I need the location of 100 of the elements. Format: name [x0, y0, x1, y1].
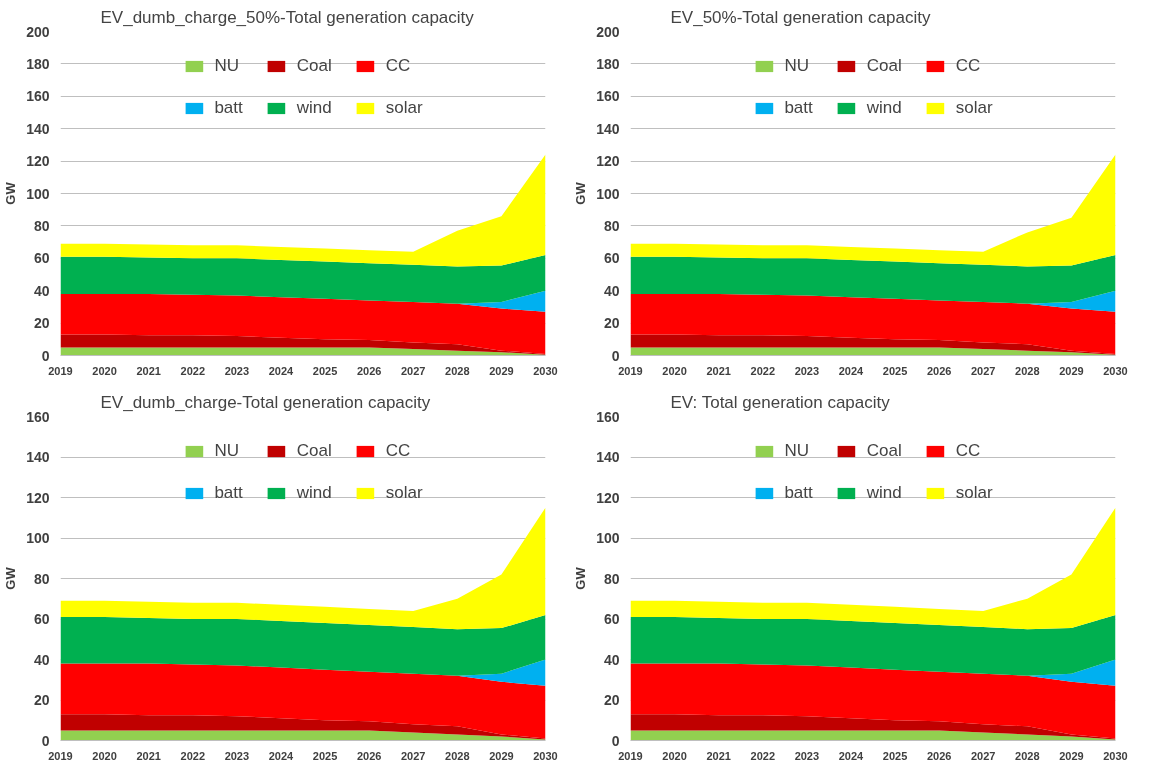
y-tick-label: 120: [26, 153, 50, 170]
x-tick-label: 2019: [48, 364, 73, 377]
y-tick-label: 60: [603, 250, 620, 267]
legend-label: batt: [784, 483, 813, 503]
y-tick-label: 40: [603, 651, 620, 668]
y-tick-label: 160: [26, 88, 50, 105]
y-tick-label: 60: [603, 611, 620, 627]
x-tick-label: 2021: [136, 364, 161, 377]
x-tick-label: 2029: [489, 364, 514, 377]
y-tick-label: 60: [33, 611, 50, 627]
x-tick-label: 2020: [662, 364, 687, 377]
x-tick-label: 2030: [533, 749, 558, 762]
x-tick-label: 2028: [445, 364, 470, 377]
legend-label: Coal: [866, 441, 902, 461]
y-tick-label: 140: [596, 120, 620, 137]
y-tick-label: 0: [611, 732, 620, 749]
y-tick-label: 160: [596, 408, 620, 425]
y-tick-label: 20: [603, 315, 620, 332]
x-tick-label: 2026: [356, 364, 382, 377]
x-tick-label: 2030: [533, 364, 558, 377]
x-tick-label: 2026: [356, 749, 382, 762]
x-tick-label: 2020: [92, 364, 117, 377]
legend-label: CC: [385, 441, 411, 461]
x-tick-label: 2022: [750, 364, 776, 377]
x-tick-label: 2020: [92, 749, 117, 762]
x-tick-label: 2019: [618, 364, 643, 377]
y-tick-label: 160: [596, 88, 620, 105]
chart-title: EV_dumb_charge_50%-Total generation capacity: [100, 7, 475, 27]
y-tick-label: 100: [596, 530, 620, 546]
x-tick-label: 2025: [312, 364, 338, 377]
legend-label: Coal: [296, 441, 332, 461]
x-tick-label: 2024: [268, 749, 295, 762]
legend-label: wind: [866, 483, 902, 503]
legend-label: NU: [784, 441, 809, 461]
x-tick-label: 2021: [706, 749, 731, 762]
x-tick-label: 2029: [1059, 749, 1084, 762]
x-tick-label: 2026: [926, 364, 952, 377]
legend-label: CC: [955, 441, 981, 461]
legend-label: batt: [214, 483, 243, 503]
x-tick-label: 2022: [180, 364, 206, 377]
x-tick-label: 2027: [400, 749, 426, 762]
x-tick-label: 2023: [224, 749, 250, 762]
x-tick-label: 2021: [136, 749, 161, 762]
y-axis-title: GW: [573, 566, 589, 590]
y-tick-label: 120: [596, 489, 620, 506]
y-tick-label: 180: [596, 55, 620, 72]
x-tick-label: 2021: [706, 364, 731, 377]
y-tick-label: 20: [603, 692, 620, 708]
x-tick-label: 2019: [48, 749, 73, 762]
x-tick-label: 2028: [445, 749, 470, 762]
x-tick-label: 2020: [662, 749, 687, 762]
legend-label: Coal: [296, 56, 332, 76]
x-tick-label: 2025: [882, 364, 908, 377]
legend-label: wind: [296, 483, 332, 503]
y-tick-label: 140: [596, 449, 620, 465]
x-tick-label: 2024: [838, 749, 865, 762]
legend-label: solar: [955, 98, 993, 118]
x-tick-label: 2027: [970, 749, 996, 762]
x-tick-label: 2027: [400, 364, 426, 377]
x-tick-label: 2027: [970, 364, 996, 377]
x-tick-label: 2029: [1059, 364, 1084, 377]
legend-label: wind: [296, 98, 332, 118]
x-tick-label: 2025: [312, 749, 338, 762]
y-tick-label: 0: [41, 732, 50, 749]
y-tick-label: 40: [33, 651, 50, 668]
y-tick-label: 80: [33, 570, 50, 587]
chart-title: EV: Total generation capacity: [670, 392, 891, 412]
legend-label: NU: [784, 56, 809, 76]
legend-label: wind: [866, 98, 902, 118]
legend-label: solar: [955, 483, 993, 503]
y-tick-label: 160: [26, 408, 50, 425]
x-tick-label: 2024: [268, 364, 295, 377]
y-tick-label: 180: [26, 55, 50, 72]
y-tick-label: 120: [26, 489, 50, 506]
y-tick-label: 100: [26, 185, 50, 202]
chart-title: EV_50%-Total generation capacity: [670, 7, 931, 27]
y-tick-label: 100: [26, 530, 50, 546]
chart-title: EV_dumb_charge-Total generation capacity: [100, 392, 431, 412]
y-tick-label: 100: [596, 185, 620, 202]
y-tick-label: 60: [33, 250, 50, 267]
x-tick-label: 2026: [926, 749, 952, 762]
y-axis-title: GW: [3, 566, 19, 590]
y-tick-label: 0: [611, 347, 620, 364]
y-tick-label: 20: [33, 692, 50, 708]
x-tick-label: 2022: [750, 749, 776, 762]
x-tick-label: 2023: [794, 364, 820, 377]
x-tick-label: 2024: [838, 364, 865, 377]
y-tick-label: 200: [596, 23, 620, 40]
y-tick-label: 0: [41, 347, 50, 364]
x-tick-label: 2022: [180, 749, 206, 762]
y-tick-label: 120: [596, 153, 620, 170]
y-tick-label: 80: [603, 570, 620, 587]
legend-label: Coal: [866, 56, 902, 76]
x-tick-label: 2028: [1015, 364, 1040, 377]
legend-label: CC: [955, 56, 981, 76]
y-tick-label: 140: [26, 120, 50, 137]
y-axis-title: GW: [573, 181, 589, 205]
x-tick-label: 2029: [489, 749, 514, 762]
legend-label: NU: [214, 441, 239, 461]
y-tick-label: 20: [33, 315, 50, 332]
